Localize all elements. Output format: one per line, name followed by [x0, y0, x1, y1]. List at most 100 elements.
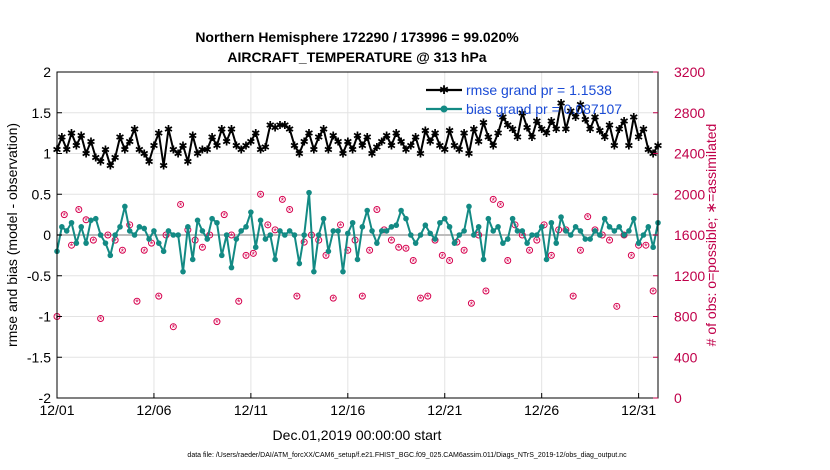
- bias-point: [398, 207, 404, 214]
- rmse-point: ✱: [207, 132, 216, 144]
- rmse-point: ✱: [266, 120, 275, 132]
- obs-assimilated-point: *: [150, 240, 154, 250]
- bias-point: [112, 232, 118, 238]
- rmse-point: ✱: [86, 136, 95, 148]
- rmse-point: ✱: [101, 144, 110, 156]
- bias-point: [529, 232, 535, 238]
- bias-point: [170, 232, 177, 238]
- obs-assimilated-point: *: [208, 232, 212, 242]
- obs-assimilated-point: *: [252, 250, 256, 260]
- obs-assimilated-point: *: [128, 221, 132, 231]
- bias-point: [257, 217, 264, 224]
- bias-point: [480, 256, 487, 263]
- rmse-point: ✱: [164, 124, 173, 136]
- rmse-point: ✱: [581, 114, 590, 126]
- rmse-point: ✱: [392, 128, 401, 140]
- obs-possible-point: [417, 294, 425, 302]
- bias-point: [626, 228, 632, 234]
- bias-point: [214, 219, 220, 226]
- bias-point: [320, 215, 327, 222]
- obs-assimilated-point: *: [579, 247, 583, 257]
- obs-possible-point: [373, 206, 381, 214]
- rmse-point: ✱: [469, 124, 478, 136]
- bias-point: [267, 232, 274, 238]
- bias-point: [277, 228, 283, 234]
- rmse-point: ✱: [435, 140, 444, 152]
- bias-point: [534, 232, 540, 238]
- bias-point: [131, 232, 138, 238]
- bias-point: [59, 224, 65, 230]
- rmse-point: ✱: [363, 132, 372, 144]
- y-tick-label: 0: [43, 227, 51, 243]
- obs-possible-point: [242, 251, 250, 259]
- bias-point: [417, 232, 424, 238]
- x-tick-label: 12/31: [621, 402, 656, 418]
- bias-point: [281, 232, 288, 238]
- bias-point: [524, 240, 530, 246]
- y-tick-label: 1.5: [32, 105, 52, 121]
- rmse-point: ✱: [338, 149, 347, 161]
- obs-assimilated-point: *: [448, 257, 452, 267]
- rmse-point: ✱: [440, 144, 449, 156]
- rmse-point: ✱: [256, 144, 265, 156]
- bias-point: [204, 236, 211, 242]
- rmse-point: ✱: [212, 140, 221, 152]
- rmse-point: ✱: [556, 98, 565, 110]
- bias-point: [606, 224, 613, 230]
- obs-possible-point: [409, 256, 417, 264]
- rmse-point: ✱: [91, 153, 100, 165]
- obs-possible-point: [613, 302, 621, 310]
- obs-assimilated-point: *: [215, 318, 219, 328]
- chart-title: Northern Hemisphere 172290 / 173996 = 99…: [195, 29, 519, 45]
- bias-point: [306, 189, 312, 196]
- obs-assimilated-point: *: [346, 247, 350, 257]
- y-right-tick-label: 1600: [674, 227, 705, 243]
- obs-possible-point: [642, 241, 650, 249]
- rmse-point: ✱: [348, 144, 357, 156]
- obs-possible-point: [460, 246, 468, 254]
- rmse-point: ✱: [300, 136, 309, 148]
- rmse-point: ✱: [372, 142, 381, 154]
- bias-point: [97, 232, 104, 238]
- obs-assimilated-point: *: [135, 298, 139, 308]
- rmse-point: ✱: [382, 131, 391, 143]
- bias-point: [248, 209, 254, 215]
- rmse-point: ✱: [309, 144, 318, 156]
- obs-assimilated-point: *: [586, 213, 590, 223]
- bias-point: [286, 228, 293, 234]
- bias-point: [548, 219, 555, 226]
- bias-point: [155, 240, 162, 246]
- bias-point: [563, 228, 569, 234]
- obs-possible-point: [584, 213, 592, 221]
- rmse-point: ✱: [571, 112, 580, 124]
- obs-assimilated-point: *: [77, 206, 81, 216]
- obs-assimilated-point: *: [266, 221, 270, 231]
- bias-point: [422, 222, 429, 229]
- rmse-point: ✱: [397, 136, 406, 148]
- obs-assimilated-point: *: [615, 303, 619, 313]
- obs-possible-point: [366, 246, 374, 254]
- rmse-point: ✱: [503, 120, 512, 132]
- obs-assimilated-point: *: [70, 242, 74, 252]
- bias-point: [645, 224, 652, 230]
- obs-assimilated-point: *: [608, 237, 612, 247]
- bias-point: [340, 268, 346, 275]
- bias-point: [461, 228, 467, 234]
- rmse-point: ✱: [154, 128, 163, 140]
- bias-point: [514, 228, 521, 234]
- y-right-tick-label: 3200: [674, 64, 705, 80]
- bias-point: [611, 228, 618, 234]
- bias-point: [136, 224, 143, 230]
- obs-assimilated-point: *: [201, 244, 205, 254]
- rmse-point: ✱: [188, 131, 197, 143]
- obs-possible-point: [133, 297, 141, 305]
- obs-possible-point: [140, 246, 148, 254]
- obs-assimilated-point: *: [441, 252, 445, 262]
- obs-assimilated-point: *: [411, 257, 415, 267]
- obs-assimilated-point: *: [288, 206, 292, 216]
- rmse-point: ✱: [334, 136, 343, 148]
- obs-assimilated-point: *: [339, 221, 343, 231]
- obs-assimilated-point: *: [106, 232, 110, 242]
- bias-point: [616, 224, 623, 230]
